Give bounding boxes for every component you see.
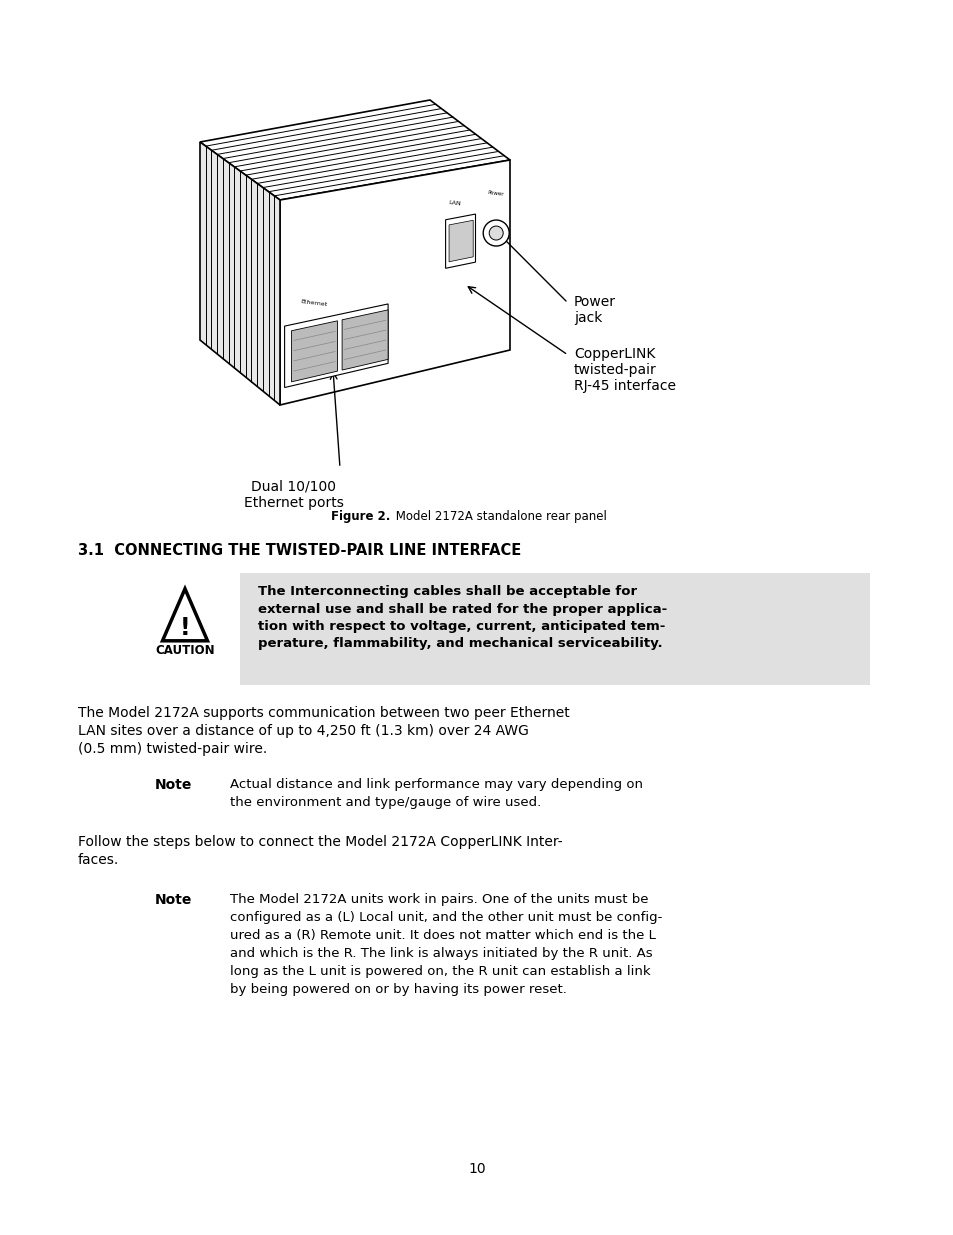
Polygon shape [284, 304, 388, 388]
Polygon shape [445, 214, 475, 268]
Polygon shape [200, 100, 510, 200]
Polygon shape [449, 220, 473, 262]
Text: The Model 2172A units work in pairs. One of the units must be
configured as a (L: The Model 2172A units work in pairs. One… [230, 893, 661, 995]
Polygon shape [162, 589, 208, 641]
Text: faces.: faces. [78, 853, 119, 867]
Circle shape [482, 220, 509, 246]
Bar [240, 573, 869, 685]
Text: Power
jack: Power jack [574, 295, 616, 325]
Polygon shape [342, 310, 388, 370]
Text: 3.1  CONNECTING THE TWISTED-PAIR LINE INTERFACE: 3.1 CONNECTING THE TWISTED-PAIR LINE INT… [78, 543, 520, 558]
Text: Model 2172A standalone rear panel: Model 2172A standalone rear panel [392, 510, 606, 522]
Text: Figure 2.: Figure 2. [331, 510, 390, 522]
Polygon shape [280, 161, 510, 405]
Text: Power: Power [487, 190, 504, 196]
Text: The Interconnecting cables shall be acceptable for
external use and shall be rat: The Interconnecting cables shall be acce… [257, 585, 666, 651]
Text: Note: Note [154, 778, 193, 792]
Text: (0.5 mm) twisted-pair wire.: (0.5 mm) twisted-pair wire. [78, 742, 267, 756]
Polygon shape [200, 142, 280, 405]
Polygon shape [292, 321, 337, 382]
Text: Ethernet: Ethernet [300, 299, 328, 308]
Text: Actual distance and link performance may vary depending on: Actual distance and link performance may… [230, 778, 642, 790]
Text: Dual 10/100
Ethernet ports: Dual 10/100 Ethernet ports [244, 480, 344, 510]
Text: Follow the steps below to connect the Model 2172A CopperLINK Inter-: Follow the steps below to connect the Mo… [78, 835, 562, 848]
Text: LAN sites over a distance of up to 4,250 ft (1.3 km) over 24 AWG: LAN sites over a distance of up to 4,250… [78, 724, 528, 739]
Text: The Model 2172A supports communication between two peer Ethernet: The Model 2172A supports communication b… [78, 706, 569, 720]
Text: Note: Note [154, 893, 193, 906]
Text: CAUTION: CAUTION [155, 643, 214, 657]
Text: the environment and type/gauge of wire used.: the environment and type/gauge of wire u… [230, 797, 540, 809]
Text: !: ! [179, 616, 190, 640]
Text: LAN: LAN [448, 200, 461, 206]
Text: 10: 10 [468, 1162, 485, 1176]
Text: CopperLINK
twisted-pair
RJ-45 interface: CopperLINK twisted-pair RJ-45 interface [574, 347, 676, 394]
Circle shape [489, 226, 502, 240]
